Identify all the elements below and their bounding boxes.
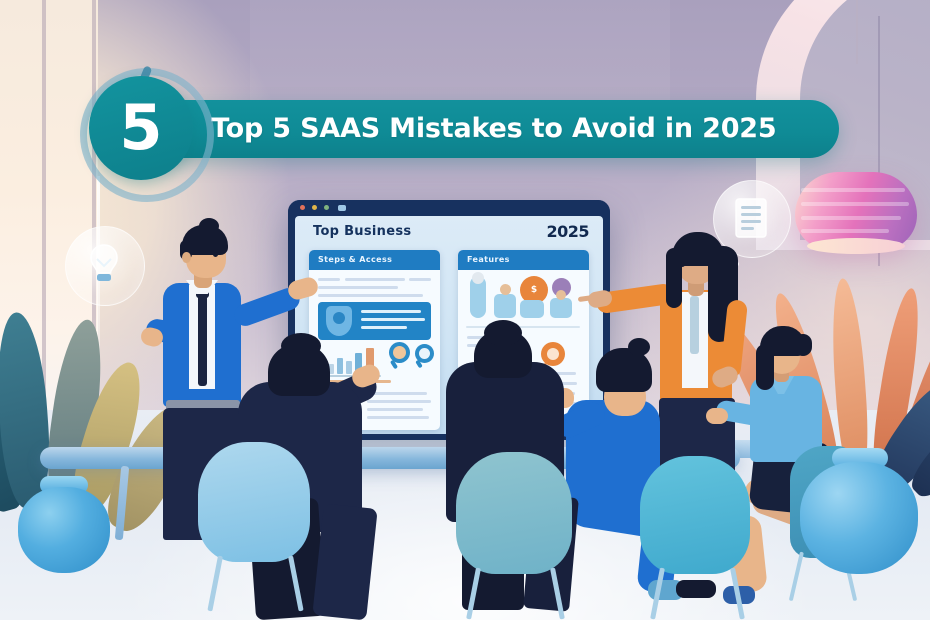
window-mullion bbox=[42, 0, 46, 470]
pendant-lamp bbox=[795, 172, 917, 254]
badge-number: 5 bbox=[119, 91, 163, 164]
title-banner: Top 5 SAAS Mistakes to Avoid in 2025 bbox=[147, 100, 839, 158]
person-icon bbox=[520, 300, 544, 318]
person-icon bbox=[550, 298, 572, 318]
arch-seam bbox=[878, 16, 880, 266]
number-badge: 5 bbox=[89, 76, 193, 180]
magnifier-icon bbox=[415, 344, 434, 363]
screen-titlebar bbox=[288, 200, 610, 214]
vase-right bbox=[800, 462, 918, 574]
person-icon bbox=[494, 294, 516, 318]
slide-panel-right-header: Features bbox=[458, 250, 589, 270]
slide-title: Top Business bbox=[313, 224, 412, 239]
slide-panel-left-header: Steps & Access bbox=[309, 250, 440, 270]
magnifier-icon bbox=[541, 342, 565, 366]
window-dot-maximize[interactable] bbox=[324, 205, 329, 210]
vase-left bbox=[18, 487, 110, 573]
window-dot-close[interactable] bbox=[300, 205, 305, 210]
banner-title: Top 5 SAAS Mistakes to Avoid in 2025 bbox=[211, 113, 777, 144]
person-icon bbox=[470, 276, 486, 318]
lightbulb-icon bbox=[90, 244, 118, 281]
window-dot-extra bbox=[338, 205, 346, 211]
slide-year: 2025 bbox=[546, 222, 589, 241]
lamp-cord bbox=[856, 0, 858, 64]
window-dot-minimize[interactable] bbox=[312, 205, 317, 210]
magnifier-icon bbox=[389, 342, 410, 363]
coin-icon: $ bbox=[520, 276, 548, 304]
document-icon bbox=[735, 198, 767, 238]
